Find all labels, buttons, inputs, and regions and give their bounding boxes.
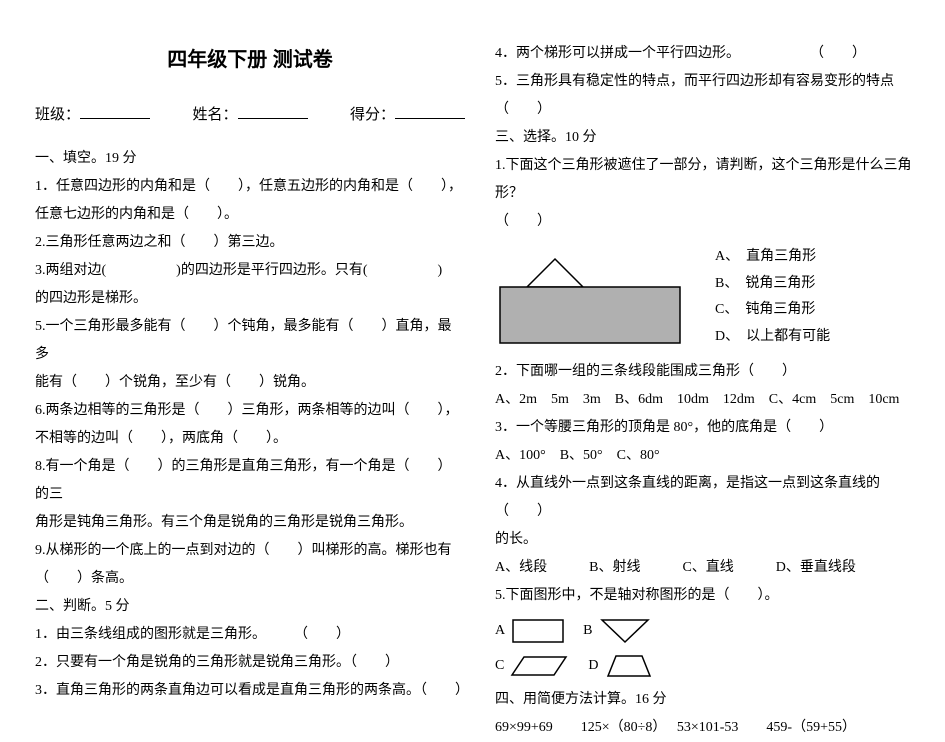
q5a: 5.一个三角形最多能有（ ）个钝角，最多能有（ ）直角，最多 <box>35 313 465 369</box>
parallelogram-icon <box>510 653 570 679</box>
q9a: 9.从梯形的一个底上的一点到对边的（ ）叫梯形的高。梯形也有 <box>35 537 465 565</box>
c5-D: D <box>588 652 654 680</box>
covering-rect-icon <box>500 287 680 343</box>
c5-row2: C D <box>495 652 925 680</box>
c4-opts: A、线段 B、射线 C、直线 D、垂直线段 <box>495 554 925 582</box>
class-label: 班级： <box>35 107 80 123</box>
q8b: 角形是钝角三角形。有三个角是锐角的三角形是锐角三角形。 <box>35 509 465 537</box>
q6b: 不相等的边叫（ ），两底角（ ）。 <box>35 425 465 453</box>
name-label: 姓名： <box>192 107 237 123</box>
q3a: 3.两组对边( )的四边形是平行四边形。只有( ) <box>35 257 465 285</box>
q8a: 8.有一个角是（ ）的三角形是直角三角形，有一个角是（ ）的三 <box>35 453 465 509</box>
rectangle-icon <box>511 618 565 644</box>
c1-options: A、 直角三角形 B、 锐角三角形 C、 钝角三角形 D、 以上都有可能 <box>715 244 830 350</box>
c4-stem2: 的长。 <box>495 526 925 554</box>
c5-B: B <box>583 616 652 646</box>
c3-stem: 3．一个等腰三角形的顶角是 80°，他的底角是（ ） <box>495 414 925 442</box>
triangle-down-icon <box>598 616 652 646</box>
c5-D-label: D <box>588 652 598 680</box>
q3b: 的四边形是梯形。 <box>35 285 465 313</box>
header-row: 班级： 姓名： 得分： <box>35 100 465 130</box>
c5-A: A <box>495 617 565 645</box>
j5: 5．三角形具有稳定性的特点，而平行四边形却有容易变形的特点（ ） <box>495 68 925 124</box>
name-field: 姓名： <box>192 100 307 130</box>
q1b: 任意七边形的内角和是（ ）。 <box>35 201 465 229</box>
c3-opts: A、100° B、50° C、80° <box>495 442 925 470</box>
section1-heading: 一、填空。19 分 <box>35 145 465 173</box>
c1-figure-row: A、 直角三角形 B、 锐角三角形 C、 钝角三角形 D、 以上都有可能 <box>495 244 925 350</box>
c1-paren: （ ） <box>495 208 925 236</box>
page-title: 四年级下册 测试卷 <box>35 40 465 80</box>
j4: 4．两个梯形可以拼成一个平行四边形。 （ ） <box>495 40 925 68</box>
c5-A-label: A <box>495 617 505 645</box>
trapezoid-icon <box>604 652 654 680</box>
covered-triangle-svg <box>495 249 685 345</box>
c5-C: C <box>495 652 570 680</box>
c5-stem: 5.下面图形中，不是轴对称图形的是（ ）。 <box>495 582 925 610</box>
section4-heading: 四、用简便方法计算。16 分 <box>495 686 925 714</box>
c1-stem: 1.下面这个三角形被遮住了一部分，请判断，这个三角形是什么三角形？ <box>495 152 925 208</box>
j1: 1．由三条线组成的图形就是三角形。 （ ） <box>35 621 465 649</box>
c5-row1: A B <box>495 616 925 646</box>
score-label: 得分： <box>350 107 395 123</box>
q2: 2.三角形任意两边之和（ ）第三边。 <box>35 229 465 257</box>
c5-C-label: C <box>495 652 504 680</box>
triangle-peak-icon <box>527 259 583 287</box>
c5-B-label: B <box>583 617 592 645</box>
q6a: 6.两条边相等的三角形是（ ）三角形，两条相等的边叫（ ）， <box>35 397 465 425</box>
j3: 3．直角三角形的两条直角边可以看成是直角三角形的两条高。（ ） <box>35 677 465 705</box>
section3-heading: 三、选择。10 分 <box>495 124 925 152</box>
q5b: 能有（ ）个锐角，至少有（ ）锐角。 <box>35 369 465 397</box>
j2: 2．只要有一个角是锐角的三角形就是锐角三角形。（ ） <box>35 649 465 677</box>
c1-optC: C、 钝角三角形 <box>715 297 830 324</box>
c2-stem: 2．下面哪一组的三条线段能围成三角形（ ） <box>495 358 925 386</box>
score-field: 得分： <box>350 100 465 130</box>
class-underline <box>80 104 150 119</box>
calc-row: 69×99+69 125×（80÷8） 53×101-53 459-（59+55… <box>495 714 925 742</box>
section2-heading: 二、判断。5 分 <box>35 593 465 621</box>
name-underline <box>238 104 308 119</box>
c1-optA: A、 直角三角形 <box>715 244 830 271</box>
c1-optD: D、 以上都有可能 <box>715 324 830 351</box>
q9b: （ ）条高。 <box>35 565 465 593</box>
c1-optB: B、 锐角三角形 <box>715 271 830 298</box>
covered-triangle-figure <box>495 249 685 345</box>
c4-stem: 4．从直线外一点到这条直线的距离，是指这一点到这条直线的（ ） <box>495 470 925 526</box>
q1a: 1．任意四边形的内角和是（ ），任意五边形的内角和是（ ）， <box>35 173 465 201</box>
class-field: 班级： <box>35 100 150 130</box>
score-underline <box>395 104 465 119</box>
c2-opts: A、2m 5m 3m B、6dm 10dm 12dm C、4cm 5cm 10c… <box>495 386 925 414</box>
